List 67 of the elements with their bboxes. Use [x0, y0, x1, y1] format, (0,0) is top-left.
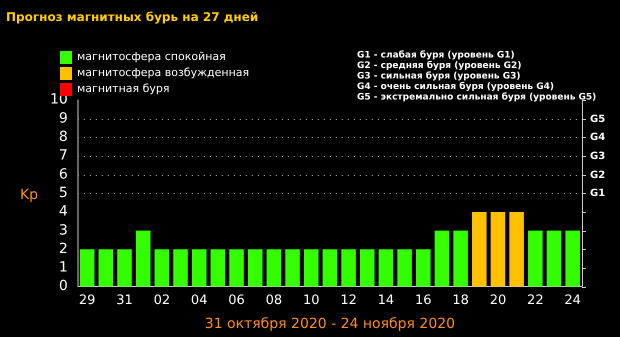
- x-tick-label: 12: [340, 292, 357, 308]
- bar: [248, 249, 262, 287]
- x-axis-title: 31 октября 2020 - 24 ноября 2020: [204, 316, 456, 332]
- y-tick-label: 3: [58, 222, 68, 238]
- bar: [322, 249, 338, 287]
- bar: [509, 212, 524, 287]
- text: G4 - очень сильная буря (уровень G4): [357, 80, 554, 92]
- x-tick-label: 10: [302, 292, 320, 308]
- bar: [192, 249, 206, 287]
- y-axis-title: Kp: [20, 186, 38, 203]
- bar: [229, 249, 244, 287]
- ref-line-label: G5: [590, 114, 606, 126]
- x-tick-label: 04: [190, 292, 208, 308]
- legend-label: магнитная буря: [77, 82, 170, 95]
- legend-label: магнитосфера возбужденная: [77, 66, 250, 79]
- chart-title: Прогноз магнитных бурь на 27 дней: [6, 10, 258, 24]
- bar: [565, 230, 580, 287]
- bar: [154, 249, 170, 287]
- text: G3 - сильная буря (уровень G3): [357, 70, 520, 82]
- bar: [173, 249, 188, 287]
- y-tick-label: 2: [58, 240, 68, 257]
- y-tick-label: 8: [58, 128, 68, 145]
- bar: [80, 249, 94, 287]
- bar: [472, 212, 487, 287]
- ref-line-label: G4: [590, 132, 606, 144]
- bar: [266, 249, 282, 287]
- bar: [453, 230, 468, 287]
- x-tick-label: 06: [228, 292, 245, 308]
- ref-line-label: G1: [590, 188, 606, 200]
- bar: [490, 212, 506, 287]
- bar: [285, 249, 300, 287]
- y-tick-label: 1: [58, 260, 68, 276]
- bar: [98, 249, 114, 287]
- text: G2 - средняя буря (уровень G2): [357, 60, 522, 71]
- bar: [378, 249, 394, 287]
- legend-label: магнитосфера спокойная: [77, 50, 226, 63]
- bar: [210, 249, 226, 287]
- x-tick-label: 31: [116, 292, 133, 308]
- x-tick-label: 16: [415, 292, 432, 308]
- x-tick-label: 18: [452, 292, 469, 308]
- bar: [117, 249, 132, 287]
- bar: [136, 230, 150, 287]
- text: G1 - слабая буря (уровень G1): [357, 49, 515, 60]
- bar: [528, 230, 543, 287]
- ref-line-label: G3: [590, 151, 606, 162]
- x-tick-label: 29: [78, 292, 96, 308]
- y-tick-label: 5: [58, 184, 68, 201]
- annotation: G5 - экстремально сильная буря (уровень G5): [357, 91, 596, 102]
- bar: [397, 249, 412, 287]
- bar: [416, 249, 431, 287]
- y-tick-label: 0: [58, 278, 68, 294]
- x-tick-label: 22: [527, 292, 544, 308]
- bar: [304, 249, 319, 287]
- x-tick-label: 24: [564, 292, 581, 308]
- bar: [546, 230, 562, 287]
- y-tick-label: 6: [58, 166, 68, 182]
- bar: [360, 249, 375, 287]
- x-tick-label: 08: [266, 292, 282, 308]
- bar: [341, 249, 356, 287]
- x-tick-label: 14: [378, 292, 394, 308]
- bar: [434, 230, 450, 287]
- x-tick-label: 20: [490, 292, 506, 308]
- y-tick-label: 4: [58, 204, 68, 220]
- ref-line-label: G2: [590, 170, 606, 182]
- y-tick-label: 7: [58, 148, 68, 164]
- x-tick-label: 02: [154, 292, 170, 308]
- y-tick-label: 9: [58, 110, 68, 126]
